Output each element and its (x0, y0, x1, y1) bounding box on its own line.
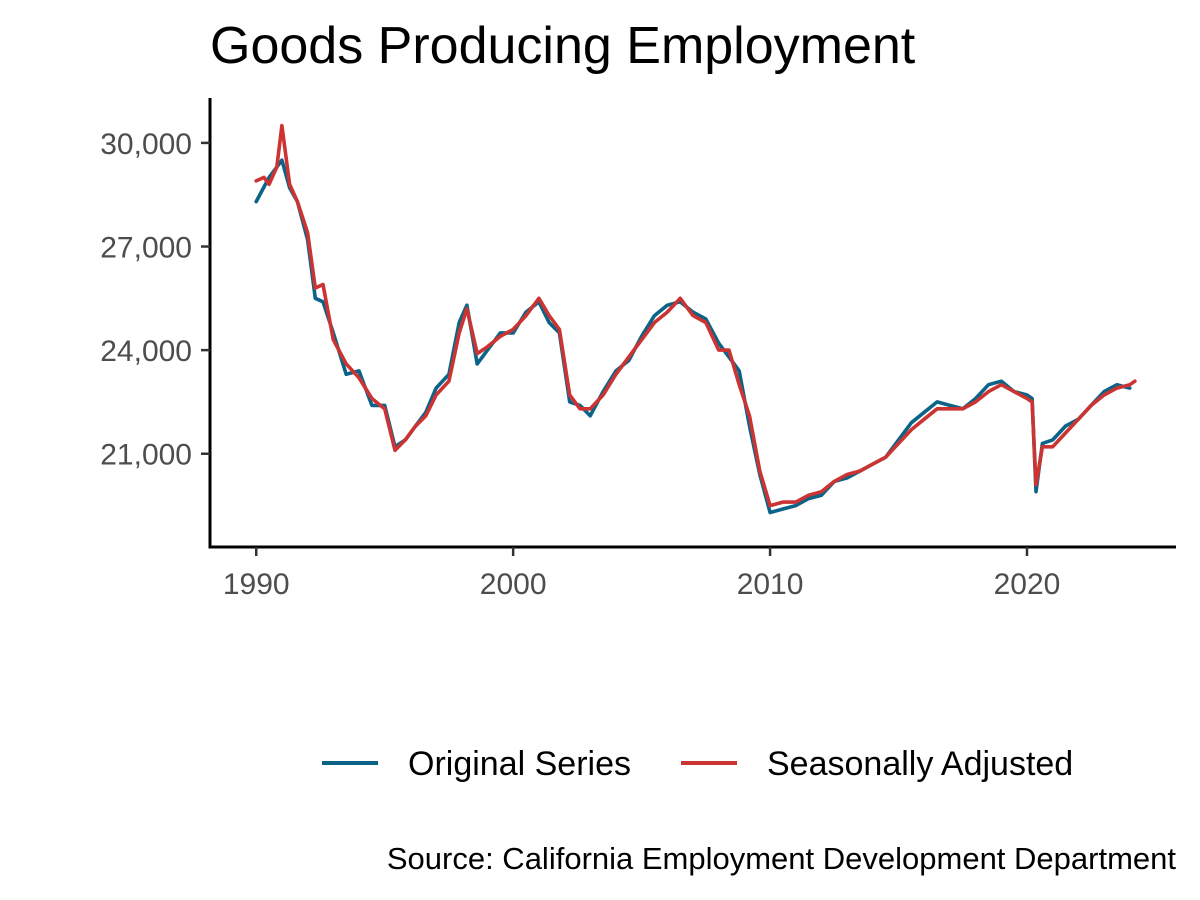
legend: Original Series Seasonally Adjusted (322, 745, 1073, 783)
y-tick-label: 21,000 (100, 439, 192, 472)
x-tick-label: 2000 (480, 568, 547, 601)
legend-label-original: Original Series (408, 745, 631, 783)
y-tick-label: 30,000 (100, 128, 192, 161)
chart-title: Goods Producing Employment (210, 17, 916, 75)
x-axis: 1990 2000 2010 2020 (223, 547, 1060, 601)
x-tick-label: 1990 (223, 568, 290, 601)
x-tick-label: 2010 (737, 568, 804, 601)
y-tick-label: 27,000 (100, 232, 192, 265)
y-tick-label: 24,000 (100, 335, 192, 368)
series-line-seasonally-adjusted (254, 123, 1137, 508)
series-line-original-series (254, 158, 1132, 515)
caption: Source: California Employment Developmen… (387, 841, 1177, 876)
y-axis: 21,000 24,000 27,000 30,000 (100, 128, 210, 472)
series-layer (254, 123, 1137, 515)
x-tick-label: 2020 (994, 568, 1061, 601)
legend-label-seasonally-adjusted: Seasonally Adjusted (767, 745, 1073, 783)
